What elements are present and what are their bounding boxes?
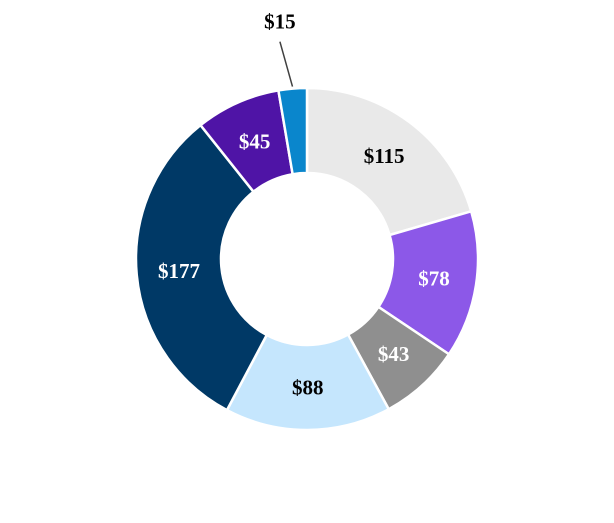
slice-data-label: $45 xyxy=(239,130,271,154)
slice-data-label: $177 xyxy=(158,259,200,283)
leader-line xyxy=(279,41,294,87)
slice-data-label: $78 xyxy=(418,267,450,291)
donut-slice xyxy=(225,333,390,432)
donut-slice xyxy=(305,86,473,237)
slice-data-label: $15 xyxy=(264,10,296,34)
leader-lines-layer xyxy=(279,41,294,87)
slice-data-label: $115 xyxy=(364,144,405,168)
slices-layer xyxy=(134,86,480,432)
slice-data-label: $43 xyxy=(378,342,410,366)
donut-slice xyxy=(277,86,309,176)
data-labels-layer: $115 $78 $43 $88 $177 $45 $15 xyxy=(158,10,450,400)
donut-slice xyxy=(134,123,268,412)
slice-data-label: $88 xyxy=(292,375,324,399)
